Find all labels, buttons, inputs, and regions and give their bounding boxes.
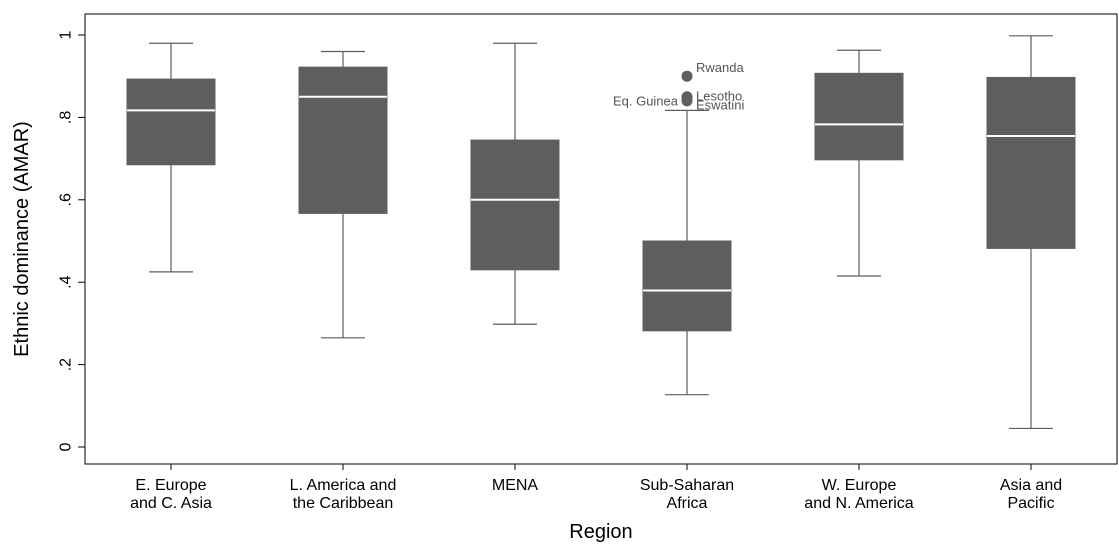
y-tick-label: .4: [58, 275, 75, 288]
x-axis-title: Region: [569, 521, 632, 543]
iqr-box: [986, 76, 1076, 249]
x-tick-label: and N. America: [804, 495, 913, 512]
box-group: Rwanda Lesotho Eq. Guinea Eswatini: [613, 60, 745, 396]
outlier-point: [681, 95, 693, 107]
y-tick-label: .8: [58, 111, 75, 124]
x-tick-label: E. Europe: [135, 477, 206, 494]
box-group: [298, 50, 388, 339]
boxes: Rwanda Lesotho Eq. Guinea Eswatini: [126, 35, 1076, 430]
y-tick-label: 1: [58, 30, 75, 39]
iqr-box: [642, 240, 732, 332]
outlier-label: Eswatini: [696, 97, 745, 112]
y-axis-title: Ethnic dominance (AMAR): [11, 121, 33, 357]
outlier-label: Eq. Guinea: [613, 93, 679, 108]
box-group: [986, 35, 1076, 430]
x-tick-label: Pacific: [1007, 495, 1054, 512]
box-group: [814, 49, 904, 277]
y-axis: 0 .2 .4 .6 .8 1: [58, 30, 85, 451]
iqr-box: [814, 72, 904, 161]
iqr-box: [126, 78, 216, 166]
x-tick-label: Asia and: [1000, 477, 1062, 494]
x-tick-label: Sub-Saharan: [640, 477, 734, 494]
plot-frame: [84, 13, 1118, 465]
x-tick-label: and C. Asia: [130, 495, 212, 512]
outlier-label: Lesotho: [696, 88, 742, 103]
outlier-point: [681, 70, 693, 82]
outlier-label: Rwanda: [696, 60, 744, 75]
x-tick-label: L. America and: [290, 477, 397, 494]
iqr-box: [470, 139, 560, 271]
y-tick-label: 0: [58, 442, 75, 451]
y-tick-label: .6: [58, 193, 75, 206]
x-tick-label: MENA: [492, 477, 539, 494]
iqr-box: [298, 66, 388, 214]
box-group: [126, 42, 216, 273]
x-tick-label: Africa: [667, 495, 708, 512]
x-tick-label: W. Europe: [822, 477, 897, 494]
x-tick-label: the Caribbean: [293, 495, 394, 512]
box-group: [470, 42, 560, 325]
y-tick-label: .2: [58, 358, 75, 371]
